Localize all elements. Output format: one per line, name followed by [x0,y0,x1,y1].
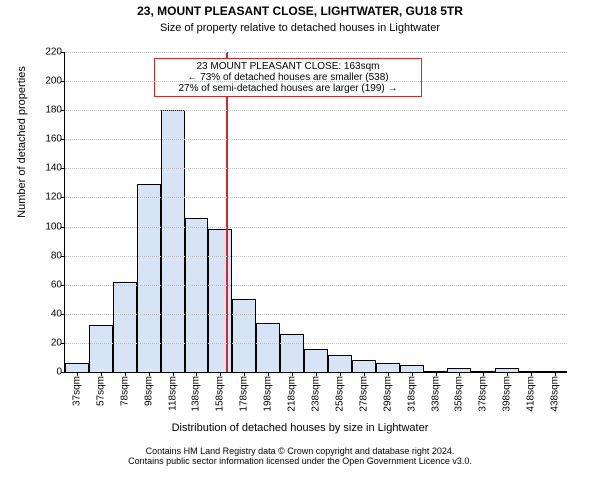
grid-line [65,343,567,344]
histogram-bar [280,334,304,372]
x-tick-label: 158sqm [215,372,226,412]
histogram-bar [304,349,328,372]
grid-line [65,81,567,82]
bars-layer [65,52,567,372]
x-tick-label: 378sqm [478,372,489,412]
histogram-bar [161,110,185,372]
property-size-histogram: 23, MOUNT PLEASANT CLOSE, LIGHTWATER, GU… [0,0,600,500]
x-tick-label: 98sqm [143,372,154,406]
y-tick-label: 160 [32,134,65,145]
x-tick-label: 138sqm [191,372,202,412]
y-tick-label: 80 [32,250,65,261]
y-tick-label: 0 [32,367,65,378]
y-tick-label: 40 [32,308,65,319]
x-tick-label: 37sqm [71,372,82,406]
grid-line [65,168,567,169]
x-tick-label: 298sqm [382,372,393,412]
grid-line [65,256,567,257]
y-tick-label: 60 [32,279,65,290]
x-tick-label: 338sqm [430,372,441,412]
x-tick-label: 178sqm [239,372,250,412]
x-tick-label: 238sqm [311,372,322,412]
y-axis-label: Number of detached properties [16,0,28,302]
histogram-bar [352,360,376,372]
grid-line [65,110,567,111]
x-tick-label: 218sqm [287,372,298,412]
x-tick-label: 57sqm [95,372,106,406]
x-tick-label: 278sqm [358,372,369,412]
x-tick-label: 198sqm [263,372,274,412]
footer-line1: Contains HM Land Registry data © Crown c… [0,446,600,456]
x-tick-label: 318sqm [406,372,417,412]
histogram-bar [89,325,113,372]
x-tick-label: 118sqm [167,372,178,411]
y-tick-label: 100 [32,221,65,232]
histogram-bar [113,282,137,372]
annotation-line: 27% of semi-detached houses are larger (… [159,83,417,94]
y-tick-label: 140 [32,163,65,174]
y-tick-label: 180 [32,105,65,116]
plot-area: 23 MOUNT PLEASANT CLOSE: 163sqm← 73% of … [64,52,567,373]
x-tick-label: 78sqm [119,372,130,406]
footer-line2: Contains public sector information licen… [0,456,600,466]
histogram-bar [232,299,256,372]
x-tick-label: 398sqm [502,372,513,412]
annotation-line: 23 MOUNT PLEASANT CLOSE: 163sqm [159,61,417,72]
grid-line [65,285,567,286]
histogram-bar [185,218,209,372]
grid-line [65,52,567,53]
histogram-bar [256,323,280,372]
chart-title-line2: Size of property relative to detached ho… [0,22,600,34]
histogram-bar [208,229,232,372]
reference-line [226,52,228,372]
footer-text: Contains HM Land Registry data © Crown c… [0,446,600,466]
grid-line [65,139,567,140]
x-tick-label: 438sqm [550,372,561,412]
histogram-bar [400,365,424,372]
y-tick-label: 200 [32,76,65,87]
histogram-bar [328,355,352,372]
annotation-box: 23 MOUNT PLEASANT CLOSE: 163sqm← 73% of … [154,58,422,97]
y-tick-label: 120 [32,192,65,203]
grid-line [65,197,567,198]
histogram-bar [376,363,400,372]
y-tick-label: 220 [32,47,65,58]
grid-line [65,314,567,315]
histogram-bar [65,363,89,372]
chart-title-line1: 23, MOUNT PLEASANT CLOSE, LIGHTWATER, GU… [0,4,600,18]
grid-line [65,227,567,228]
x-tick-label: 418sqm [526,372,537,412]
x-tick-label: 258sqm [334,372,345,412]
y-tick-label: 20 [32,337,65,348]
x-axis-label: Distribution of detached houses by size … [0,422,600,434]
x-tick-label: 358sqm [454,372,465,412]
